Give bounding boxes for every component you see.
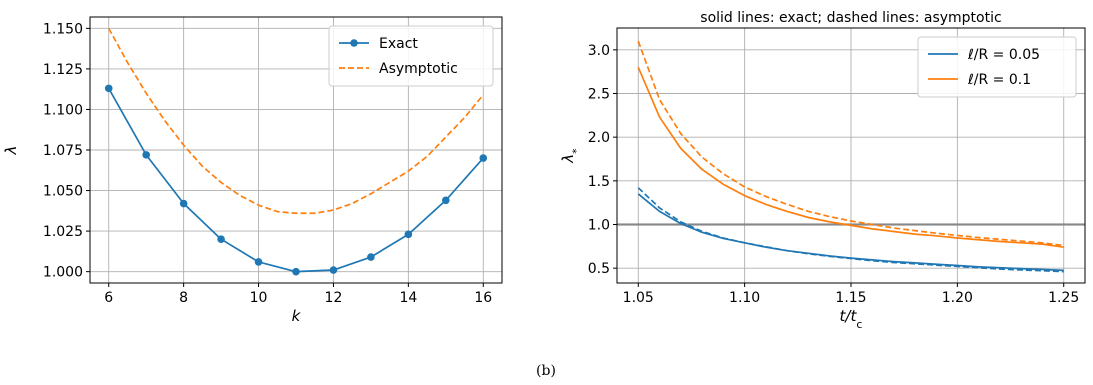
x-tick-label: 10 <box>250 290 268 306</box>
y-axis-label-subscript: * <box>570 148 583 154</box>
y-tick-label: 1.075 <box>43 143 83 159</box>
series-line-dashed <box>637 187 1064 273</box>
chart-lambda-star-vs-t: 1.05 1.10 1.15 1.20 1.25 0.5 1.0 1.5 2.0 2.5 3.0 t/… <box>559 10 1086 331</box>
x-tick-label: 8 <box>179 290 188 306</box>
y-tick-label: 1.025 <box>43 224 83 240</box>
chart-lambda-vs-k: 6 8 10 12 14 16 1.000 1.025 1.050 1.075 1.100 1.125… <box>2 16 503 325</box>
series-line-solid <box>637 66 1064 249</box>
legend-entry: Exact <box>379 36 418 52</box>
y-tick-label: 1.100 <box>43 102 83 118</box>
data-point <box>254 258 263 266</box>
data-point <box>292 267 300 276</box>
legend-box <box>917 36 1077 98</box>
data-point <box>142 151 150 159</box>
legend-box <box>328 25 494 87</box>
data-point <box>442 196 450 205</box>
data-point <box>104 84 113 93</box>
x-tick-label: 1.25 <box>1048 290 1079 306</box>
y-axis-label: λ* <box>559 148 583 164</box>
x-tick-label: 14 <box>399 290 417 306</box>
y-tick-label: 1.5 <box>588 174 610 190</box>
y-tick-label: 0.5 <box>588 261 610 277</box>
y-tick-label: 1.150 <box>43 21 83 37</box>
data-point <box>329 266 338 274</box>
data-point <box>404 230 413 239</box>
x-tick-label: 1.15 <box>835 290 866 306</box>
y-tick-label: 1.000 <box>43 265 83 281</box>
data-point <box>217 235 225 244</box>
legend-entry: Asymptotic <box>379 61 458 77</box>
x-tick-label: 6 <box>104 290 113 306</box>
x-axis-label-subscript: c <box>856 318 862 331</box>
y-tick-label: 2.0 <box>588 130 610 146</box>
y-tick-label: 1.050 <box>43 184 83 200</box>
series-line-dashed <box>107 27 484 215</box>
x-tick-label: 1.05 <box>623 290 654 306</box>
y-tick-label: 1.125 <box>43 62 83 78</box>
y-tick-label: 1.0 <box>588 217 610 233</box>
chart-title: solid lines: exact; dashed lines: asympt… <box>700 10 1001 26</box>
series-line-dashed <box>637 40 1064 247</box>
data-point <box>179 199 188 208</box>
y-tick-label: 2.5 <box>588 86 610 102</box>
y-axis-label: λ <box>2 146 20 156</box>
data-point <box>367 253 375 261</box>
legend-entry: ℓ/R = 0.1 <box>967 72 1031 88</box>
x-axis-label: k <box>292 307 302 325</box>
series-line-solid <box>107 87 484 273</box>
x-tick-label: 12 <box>325 290 343 306</box>
figure-caption: (b) <box>536 363 556 379</box>
legend-entry: ℓ/R = 0.05 <box>967 47 1040 63</box>
x-axis-label: t/tc <box>840 307 863 331</box>
legend: Exact Asymptotic <box>328 25 494 87</box>
legend-marker <box>350 39 358 47</box>
legend: ℓ/R = 0.05 ℓ/R = 0.1 <box>917 36 1077 98</box>
y-tick-label: 3.0 <box>588 43 610 59</box>
x-tick-label: 16 <box>474 290 492 306</box>
data-point <box>479 154 488 162</box>
x-tick-label: 1.20 <box>942 290 973 306</box>
x-tick-label: 1.10 <box>729 290 760 306</box>
